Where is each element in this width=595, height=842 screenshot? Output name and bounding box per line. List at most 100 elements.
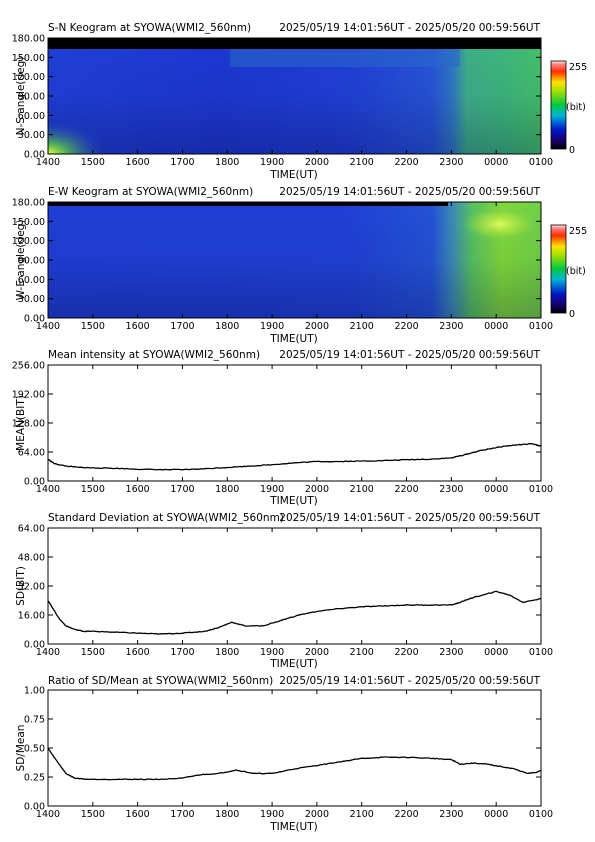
ratio-xticks: 1400 1500 1600 1700 1800 1900 2000 2100 2200 2300…	[36, 690, 553, 820]
mean-yticks: 0.00 64.00 128.00 192.00 256.00	[12, 361, 541, 488]
y-tick-label: 0.00	[24, 150, 45, 161]
x-tick-label: 0100	[529, 647, 553, 658]
sn-keogram-panel: S-N Keogram at SYOWA(WMI2_560nm) 2025/05…	[12, 22, 587, 181]
x-tick-label: 0100	[529, 321, 553, 332]
x-tick-label: 1600	[126, 321, 150, 332]
y-tick-label: 32.00	[18, 582, 45, 593]
x-tick-label: 2000	[305, 157, 329, 168]
x-tick-label: 1800	[215, 647, 239, 658]
ratio-title: Ratio of SD/Mean at SYOWA(WMI2_560nm)	[48, 675, 273, 687]
y-tick-label: 150.00	[12, 217, 45, 228]
x-tick-label: 2300	[439, 647, 463, 658]
x-tick-label: 1900	[260, 157, 284, 168]
x-tick-label: 1700	[170, 157, 194, 168]
x-tick-label: 1700	[170, 321, 194, 332]
sd-series	[47, 590, 541, 635]
y-tick-label: 120.00	[12, 236, 45, 247]
ew-keogram-panel: E-W Keogram at SYOWA(WMI2_560nm) 2025/05…	[12, 186, 587, 345]
mean-series	[47, 442, 542, 471]
ew-keogram-time-range: 2025/05/19 14:01:56UT - 2025/05/20 00:59…	[279, 186, 540, 198]
x-tick-label: 2300	[439, 321, 463, 332]
mean-xticks: 1400 1500 1600 1700 1800 1900 2000 2100 2200 2300…	[36, 365, 553, 495]
mean-intensity-panel: Mean intensity at SYOWA(WMI2_560nm) 2025…	[12, 349, 553, 507]
y-tick-label: 90.00	[18, 256, 45, 267]
sn-colorbar-max: 255	[569, 62, 587, 73]
x-tick-label: 1400	[36, 647, 60, 658]
sd-plot-frame	[47, 527, 542, 645]
sn-keogram-corner-glow	[48, 120, 108, 154]
ew-colorbar-unit: (bit)	[566, 266, 586, 277]
y-tick-label: 256.00	[12, 361, 45, 372]
x-tick-label: 2000	[305, 647, 329, 658]
y-tick-label: 1.00	[24, 686, 45, 697]
x-tick-label: 1900	[260, 484, 284, 495]
series-line	[47, 442, 542, 471]
x-tick-label: 2100	[350, 157, 374, 168]
x-tick-label: 2200	[394, 157, 418, 168]
ew-colorbar-min: 0	[569, 309, 575, 320]
sn-keogram-yticks: 0.00 30.00 60.00 90.00 120.00 150.00 180.00	[12, 34, 541, 161]
y-tick-label: 90.00	[18, 92, 45, 103]
x-tick-label: 1400	[36, 321, 60, 332]
ew-keogram-xticks: 1400 1500 1600 1700 1800 1900 2000 2100 2200 2300…	[36, 202, 553, 332]
sd-title: Standard Deviation at SYOWA(WMI2_560nm)	[48, 512, 284, 524]
x-tick-label: 1800	[215, 809, 239, 820]
y-tick-label: 128.00	[12, 419, 45, 430]
y-tick-label: 64.00	[18, 448, 45, 459]
x-tick-label: 1400	[36, 809, 60, 820]
x-tick-label: 1500	[81, 157, 105, 168]
sn-colorbar	[550, 60, 567, 150]
y-tick-label: 30.00	[18, 294, 45, 305]
x-tick-label: 2000	[305, 484, 329, 495]
y-tick-label: 60.00	[18, 111, 45, 122]
x-tick-label: 1800	[215, 484, 239, 495]
x-tick-label: 2300	[439, 809, 463, 820]
sn-colorbar-min: 0	[569, 145, 575, 156]
x-tick-label: 1500	[81, 484, 105, 495]
x-tick-label: 1500	[81, 809, 105, 820]
ew-keogram-title: E-W Keogram at SYOWA(WMI2_560nm)	[48, 186, 253, 198]
y-tick-label: 0.00	[24, 640, 45, 651]
x-tick-label: 0100	[529, 809, 553, 820]
x-tick-label: 2200	[394, 321, 418, 332]
sd-xlabel: TIME(UT)	[269, 658, 318, 670]
x-tick-label: 0100	[529, 484, 553, 495]
ew-keogram-ylabel: W-E angle(deg)	[15, 220, 27, 301]
sn-keogram-ylabel: N-S angle(deg)	[15, 57, 27, 136]
ew-colorbar-max: 255	[569, 226, 587, 237]
x-tick-label: 2000	[305, 809, 329, 820]
sn-keogram-xticks: 1400 1500 1600 1700 1800 1900 2000 2100 2200 2300…	[36, 38, 553, 168]
x-tick-label: 2200	[394, 484, 418, 495]
sd-ylabel: SD(BIT)	[15, 566, 27, 606]
sn-keogram-time-range: 2025/05/19 14:01:56UT - 2025/05/20 00:59…	[279, 22, 540, 34]
series-line	[47, 590, 541, 635]
sn-keogram-top-band	[48, 38, 541, 49]
x-tick-label: 1900	[260, 647, 284, 658]
x-tick-label: 1400	[36, 484, 60, 495]
x-tick-label: 0000	[484, 484, 508, 495]
x-tick-label: 1600	[126, 809, 150, 820]
y-tick-label: 64.00	[18, 524, 45, 535]
y-tick-label: 192.00	[12, 390, 45, 401]
mean-xlabel: TIME(UT)	[269, 495, 318, 507]
y-tick-label: 0.25	[24, 773, 45, 784]
x-tick-label: 1700	[170, 647, 194, 658]
x-tick-label: 1700	[170, 484, 194, 495]
x-tick-label: 0100	[529, 157, 553, 168]
x-tick-label: 0000	[484, 157, 508, 168]
x-tick-label: 2100	[350, 809, 374, 820]
x-tick-label: 2100	[350, 647, 374, 658]
series-line	[47, 747, 542, 781]
y-tick-label: 0.75	[24, 715, 45, 726]
mean-ylabel: MEAN(BIT)	[15, 395, 27, 451]
x-tick-label: 2100	[350, 484, 374, 495]
y-tick-label: 180.00	[12, 34, 45, 45]
x-tick-label: 1800	[215, 321, 239, 332]
y-tick-label: 180.00	[12, 198, 45, 209]
ratio-series	[47, 747, 542, 781]
sn-colorbar-unit: (bit)	[566, 102, 586, 113]
ratio-panel: Ratio of SD/Mean at SYOWA(WMI2_560nm) 20…	[15, 675, 553, 833]
mean-time-range: 2025/05/19 14:01:56UT - 2025/05/20 00:59…	[279, 349, 540, 361]
x-tick-label: 1700	[170, 809, 194, 820]
ew-keogram-top-band	[48, 202, 448, 206]
